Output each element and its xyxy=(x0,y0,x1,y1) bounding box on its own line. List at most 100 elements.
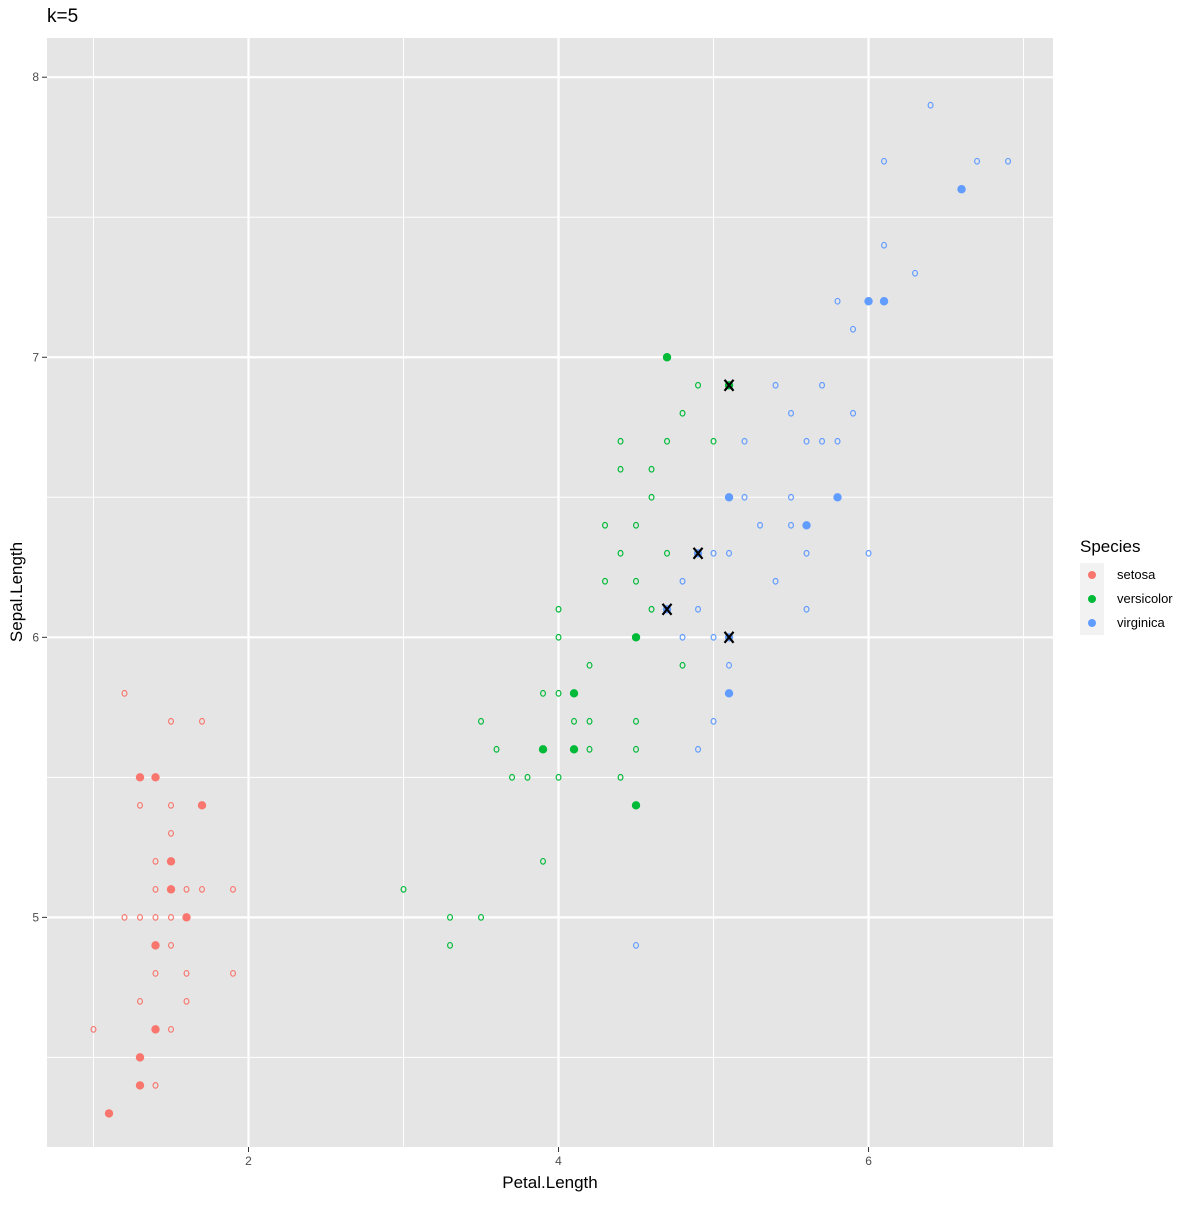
point-versicolor xyxy=(602,521,609,529)
point-virginica xyxy=(679,577,686,585)
point-setosa xyxy=(183,885,190,893)
point-virginica xyxy=(833,493,842,502)
point-setosa xyxy=(168,1025,175,1033)
point-setosa xyxy=(166,885,176,894)
point-virginica xyxy=(772,577,779,585)
legend: Species setosa versicolor virginica xyxy=(1080,537,1173,635)
point-versicolor xyxy=(555,773,562,781)
point-virginica xyxy=(819,437,826,445)
point-virginica xyxy=(710,549,717,557)
point-versicolor xyxy=(679,661,686,669)
point-versicolor xyxy=(586,717,593,725)
point-versicolor xyxy=(538,745,548,754)
point-setosa xyxy=(152,913,159,921)
point-setosa xyxy=(166,857,176,866)
point-versicolor xyxy=(447,941,454,949)
point-virginica xyxy=(710,717,717,725)
point-versicolor xyxy=(617,549,624,557)
point-virginica xyxy=(802,521,811,530)
point-virginica xyxy=(819,381,826,389)
point-virginica xyxy=(1005,157,1012,165)
y-tick-label: 5 xyxy=(32,910,39,924)
point-versicolor xyxy=(633,521,640,529)
point-versicolor xyxy=(633,717,640,725)
legend-label: virginica xyxy=(1117,615,1165,630)
point-versicolor xyxy=(617,437,624,445)
point-virginica xyxy=(757,521,764,529)
legend-item-versicolor: versicolor xyxy=(1080,587,1173,611)
point-setosa xyxy=(199,717,206,725)
point-setosa xyxy=(183,997,190,1005)
plot-panel xyxy=(47,38,1053,1147)
point-setosa xyxy=(135,1081,145,1090)
x-axis-label: Petal.Length xyxy=(502,1173,597,1192)
point-virginica xyxy=(710,633,717,641)
point-setosa xyxy=(151,941,160,950)
point-versicolor xyxy=(602,577,609,585)
point-virginica xyxy=(788,493,795,501)
legend-label: versicolor xyxy=(1117,591,1173,606)
point-setosa xyxy=(199,885,206,893)
point-versicolor xyxy=(478,913,485,921)
point-versicolor xyxy=(524,773,531,781)
point-setosa xyxy=(121,913,128,921)
point-versicolor xyxy=(631,633,641,642)
x-tick-label: 4 xyxy=(555,1154,562,1168)
point-virginica xyxy=(864,297,873,306)
legend-item-setosa: setosa xyxy=(1080,563,1156,587)
point-setosa xyxy=(183,969,190,977)
point-virginica xyxy=(788,409,795,417)
point-versicolor xyxy=(710,437,717,445)
point-setosa xyxy=(152,885,159,893)
point-setosa xyxy=(152,1081,159,1089)
point-versicolor xyxy=(478,717,485,725)
point-versicolor xyxy=(662,353,672,362)
point-setosa xyxy=(137,801,144,809)
x-mark-icon xyxy=(723,631,735,644)
x-tick-label: 2 xyxy=(245,1154,252,1168)
point-versicolor xyxy=(586,661,593,669)
point-virginica xyxy=(850,409,857,417)
point-versicolor xyxy=(633,745,640,753)
point-setosa xyxy=(135,1053,145,1062)
point-setosa xyxy=(135,773,145,782)
point-virginica xyxy=(679,633,686,641)
point-versicolor xyxy=(540,689,547,697)
data-points xyxy=(90,101,1012,1118)
legend-title: Species xyxy=(1080,537,1140,556)
axis-ticks: 2 4 6 5 6 7 8 xyxy=(32,70,872,1168)
y-axis-label: Sepal.Length xyxy=(7,542,26,642)
point-setosa xyxy=(104,1109,114,1118)
point-versicolor xyxy=(569,745,579,754)
point-setosa xyxy=(90,1025,97,1033)
point-versicolor xyxy=(679,409,686,417)
point-virginica xyxy=(803,549,810,557)
point-versicolor xyxy=(695,381,702,389)
point-virginica xyxy=(726,549,733,557)
point-virginica xyxy=(881,241,888,249)
point-setosa xyxy=(152,969,159,977)
y-tick-label: 6 xyxy=(32,630,39,644)
point-setosa xyxy=(168,913,175,921)
point-setosa xyxy=(151,773,160,782)
legend-swatch-icon xyxy=(1088,571,1096,579)
point-setosa xyxy=(168,717,175,725)
point-versicolor xyxy=(586,745,593,753)
point-versicolor xyxy=(631,801,641,810)
point-versicolor xyxy=(555,689,562,697)
point-virginica xyxy=(633,941,640,949)
point-virginica xyxy=(865,549,872,557)
point-virginica xyxy=(741,437,748,445)
point-virginica xyxy=(834,297,841,305)
point-versicolor xyxy=(555,605,562,613)
point-setosa xyxy=(168,801,175,809)
point-versicolor xyxy=(447,913,454,921)
point-setosa xyxy=(152,857,159,865)
legend-swatch-icon xyxy=(1088,595,1096,603)
point-versicolor xyxy=(555,633,562,641)
point-virginica xyxy=(850,325,857,333)
point-versicolor xyxy=(648,605,655,613)
y-tick-label: 7 xyxy=(32,350,39,364)
point-versicolor xyxy=(493,745,500,753)
